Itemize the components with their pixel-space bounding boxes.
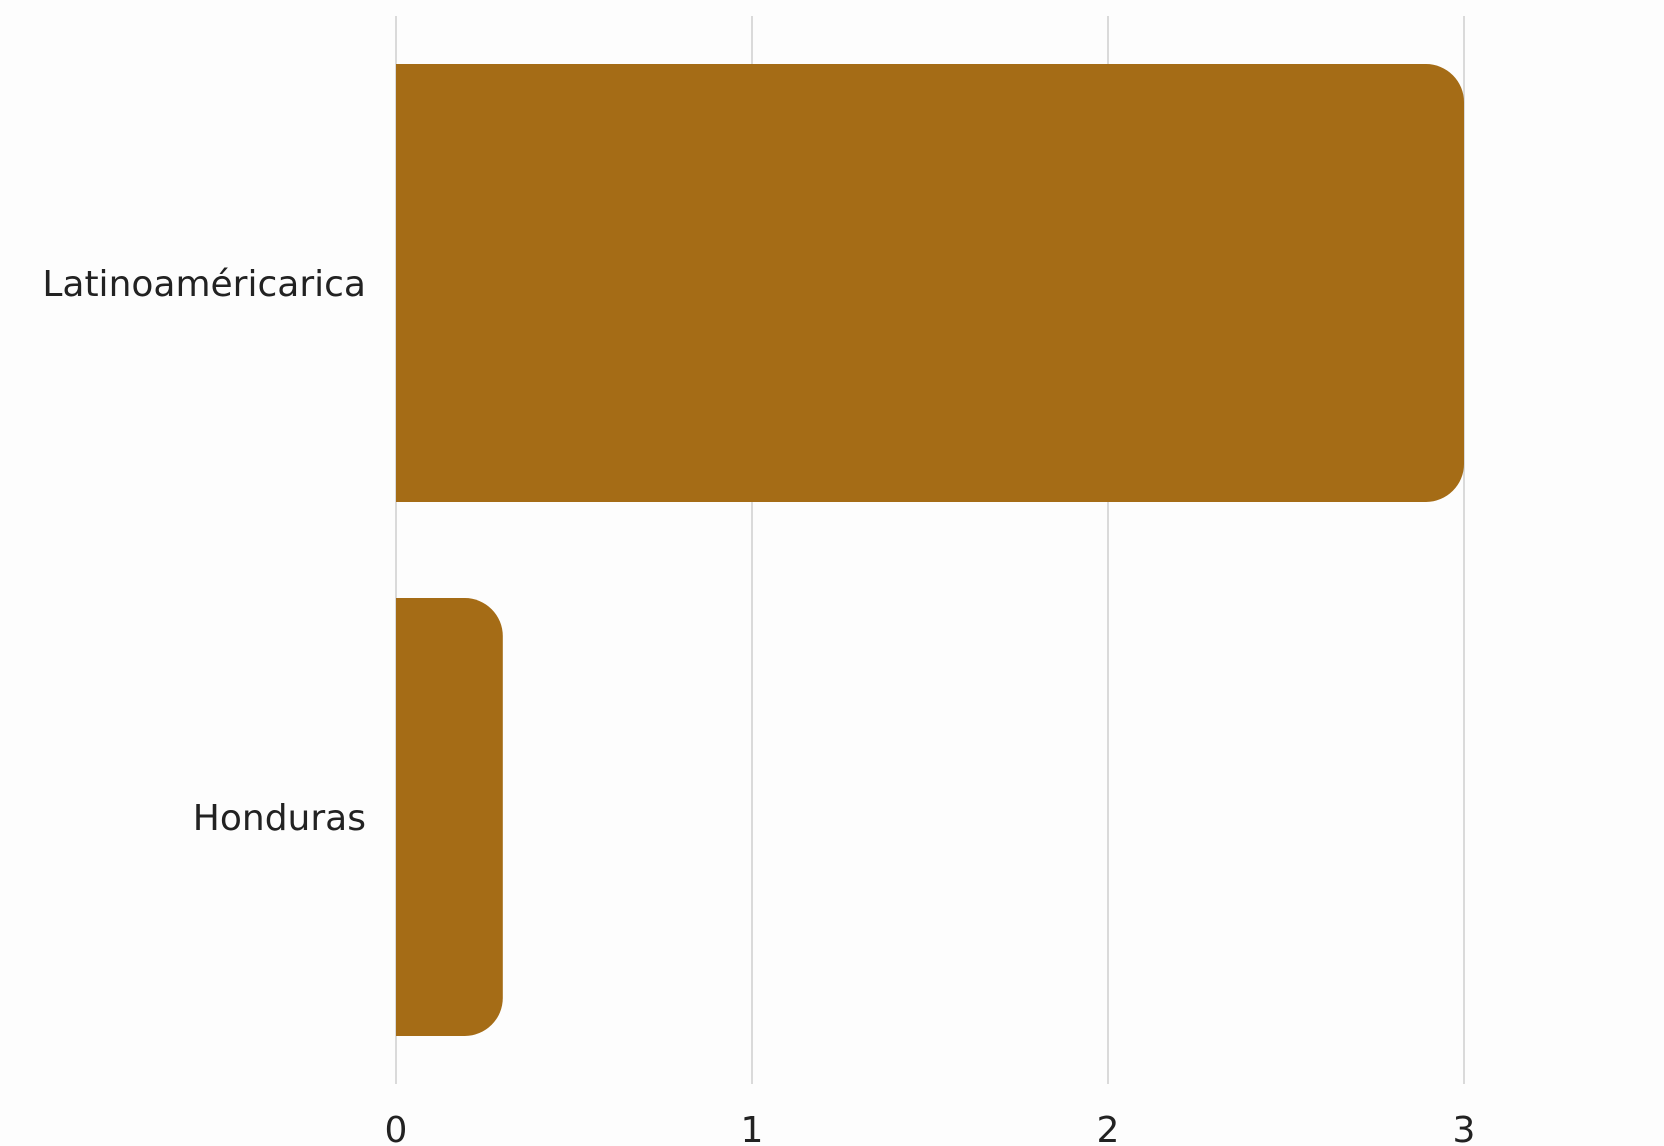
- x-tick-label-3: 3: [1453, 1110, 1476, 1146]
- x-tick-label-2: 2: [1097, 1110, 1120, 1146]
- bar-latinoaméricarica: [396, 64, 1464, 502]
- x-tick-labels: 0 1 2 3: [385, 1110, 1476, 1146]
- category-labels: Latinoaméricarica Honduras: [42, 264, 366, 839]
- x-tick-label-0: 0: [385, 1110, 408, 1146]
- category-label-honduras: Honduras: [193, 798, 366, 839]
- category-label-latinoaméricarica: Latinoaméricarica: [42, 264, 366, 305]
- bar-honduras: [396, 598, 503, 1036]
- x-tick-label-1: 1: [741, 1110, 764, 1146]
- bars: [396, 64, 1464, 1036]
